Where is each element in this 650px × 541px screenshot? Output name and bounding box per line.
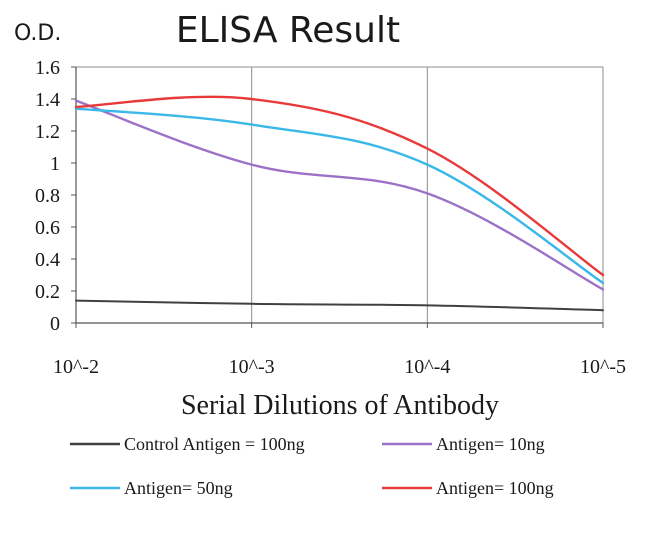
y-tick-label: 0.2 [35, 281, 60, 303]
x-tick-label: 10^-4 [404, 356, 450, 378]
y-tick-label: 1.4 [35, 89, 60, 111]
y-tick-label: 0.6 [35, 217, 60, 239]
legend-label: Control Antigen = 100ng [124, 434, 305, 454]
y-tick-label: 1 [50, 153, 60, 175]
y-tick-label: 1.2 [35, 121, 60, 143]
x-tick-labels: 10^-2 10^-3 10^-4 10^-5 [53, 323, 626, 378]
series-line [75, 299, 604, 312]
y-axis-label: O.D. [14, 21, 61, 46]
x-tick-label: 10^-5 [580, 356, 626, 378]
grid-lines [75, 66, 604, 324]
y-tick-label: 0 [50, 313, 60, 335]
chart-title: ELISA Result [176, 10, 400, 51]
x-axis-label: Serial Dilutions of Antibody [181, 390, 499, 421]
x-tick-label: 10^-3 [229, 356, 275, 378]
legend: Control Antigen = 100ng Antigen= 10ng Anti… [70, 434, 554, 498]
legend-label: Antigen= 50ng [124, 478, 233, 498]
x-tick-label: 10^-2 [53, 356, 99, 378]
y-tick-label: 0.8 [35, 185, 60, 207]
series-lines [74, 95, 605, 312]
legend-label: Antigen= 10ng [436, 434, 545, 454]
y-tick-label: 0.4 [35, 249, 60, 271]
y-tick-label: 1.6 [35, 57, 60, 79]
series-line [74, 95, 605, 277]
legend-label: Antigen= 100ng [436, 478, 554, 498]
series-line [74, 99, 605, 291]
y-tick-labels: 1.6 1.4 1.2 1 0.8 0.6 0.4 0.2 0 [35, 57, 76, 335]
series-line [74, 107, 605, 285]
